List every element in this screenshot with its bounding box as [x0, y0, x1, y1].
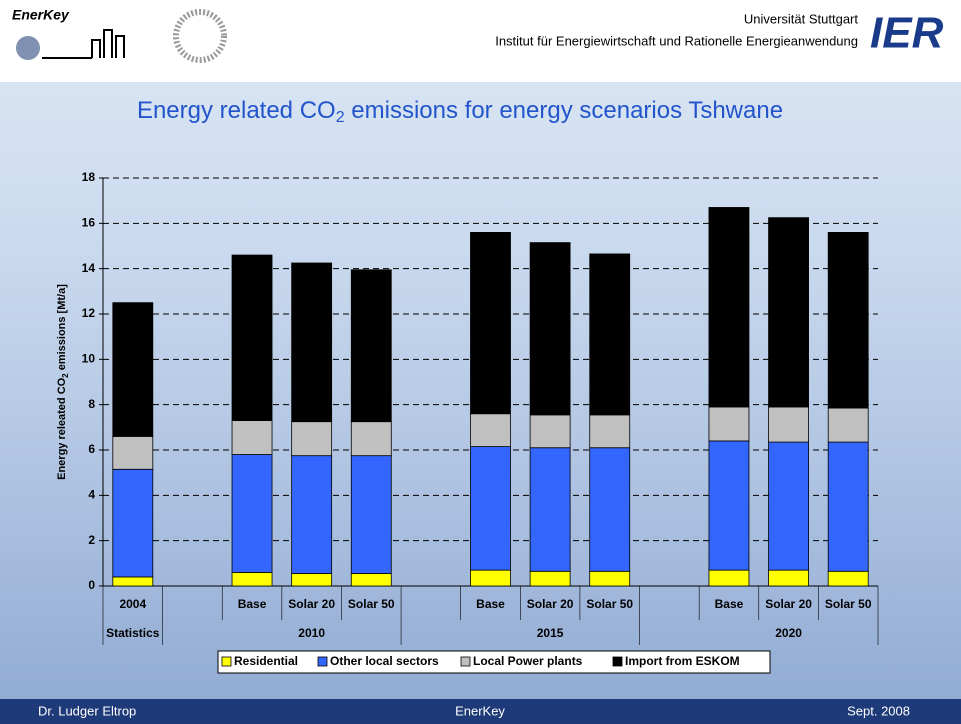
- y-label-part: emissions [Mt/a]: [56, 284, 68, 374]
- chart-title: Energy related CO2 emissions for energy …: [137, 97, 783, 126]
- x-tick-label: 2004: [119, 597, 146, 611]
- bar-segment: [291, 421, 333, 457]
- x-tick-label: Base: [476, 597, 505, 611]
- bar-segment: [470, 231, 511, 415]
- bar-segment: [112, 468, 154, 578]
- bar-segment: [529, 447, 571, 572]
- bar-segment: [827, 570, 869, 587]
- bar-segment: [589, 570, 631, 587]
- bar-segment: [350, 421, 392, 457]
- y-axis-label: Energy releated CO2 emissions [Mt/a]: [56, 284, 70, 480]
- y-label-part: Energy releated CO: [56, 377, 68, 480]
- bar-segment: [470, 446, 511, 571]
- ier-logo: IER: [870, 9, 944, 58]
- bar-segment: [350, 269, 392, 423]
- x-tick-label: Solar 20: [288, 597, 335, 611]
- bar-segment: [350, 455, 392, 574]
- bar-segment: [768, 441, 809, 571]
- bar-segment: [708, 440, 750, 571]
- bar-segment: [231, 572, 273, 587]
- title-part: emissions for energy scenarios Tshwane: [345, 97, 783, 124]
- bar-segment: [827, 441, 869, 572]
- y-tick-label: 4: [88, 488, 95, 502]
- y-label-part: 2: [61, 373, 70, 378]
- bar-segment: [112, 435, 154, 470]
- group-label: 2020: [775, 626, 802, 640]
- header-band: [0, 0, 961, 82]
- footer-band: [0, 699, 961, 724]
- logo-text: EnerKey: [12, 7, 70, 23]
- x-tick-label: Solar 20: [527, 597, 574, 611]
- bar-segment: [768, 569, 809, 587]
- y-tick-label: 2: [88, 533, 95, 547]
- x-tick-label: Base: [238, 597, 267, 611]
- title-part: Energy related CO: [137, 97, 336, 124]
- footer-left: Dr. Ludger Eltrop: [38, 703, 136, 718]
- y-tick-label: 14: [82, 261, 96, 275]
- bar-segment: [708, 207, 750, 408]
- legend-label: Local Power plants: [473, 654, 583, 668]
- group-label: 2010: [298, 626, 325, 640]
- bar-segment: [529, 570, 571, 587]
- title-part: 2: [336, 109, 345, 126]
- bar-segment: [529, 242, 571, 416]
- bar-segment: [589, 447, 631, 572]
- legend-label: Residential: [234, 654, 298, 668]
- bar-segment: [291, 262, 333, 423]
- y-tick-label: 16: [82, 216, 96, 230]
- y-tick-label: 18: [82, 170, 96, 184]
- bar-segment: [231, 254, 273, 421]
- bar-segment: [768, 406, 809, 443]
- legend-swatch: [612, 656, 623, 667]
- legend-swatch: [221, 656, 232, 667]
- bar-segment: [768, 217, 809, 408]
- bar-segment: [231, 454, 273, 573]
- legend-label: Import from ESKOM: [625, 654, 740, 668]
- footer-right: Sept. 2008: [847, 703, 910, 718]
- bar-segment: [291, 455, 333, 574]
- bar-segment: [470, 569, 511, 587]
- y-tick-label: 0: [88, 578, 95, 592]
- bar-segment: [112, 576, 154, 587]
- bar-segment: [589, 253, 631, 416]
- bar-segment: [350, 573, 392, 587]
- y-tick-label: 10: [82, 352, 96, 366]
- legend-swatch: [317, 656, 328, 667]
- legend-swatch: [460, 656, 471, 667]
- x-tick-label: Solar 50: [348, 597, 395, 611]
- x-tick-label: Solar 50: [825, 597, 872, 611]
- y-tick-label: 12: [82, 306, 96, 320]
- bar-segment: [827, 407, 869, 443]
- y-tick-label: 6: [88, 442, 95, 456]
- bar-segment: [529, 414, 571, 449]
- bar-segment: [827, 231, 869, 409]
- bar-segment: [589, 414, 631, 449]
- bar-segment: [470, 413, 511, 448]
- bar-segment: [112, 302, 154, 437]
- x-tick-label: Solar 50: [586, 597, 633, 611]
- footer-center: EnerKey: [455, 703, 505, 718]
- bar-segment: [231, 420, 273, 455]
- group-label: 2015: [537, 626, 564, 640]
- university: Universität Stuttgart: [744, 11, 859, 26]
- x-tick-label: Solar 20: [765, 597, 812, 611]
- group-label: Statistics: [106, 626, 160, 640]
- x-tick-label: Base: [715, 597, 744, 611]
- institute: Institut für Energiewirtschaft und Ratio…: [495, 33, 858, 48]
- enerkey-logo: EnerKey: [12, 7, 227, 63]
- y-tick-label: 8: [88, 397, 95, 411]
- legend-label: Other local sectors: [330, 654, 439, 668]
- bar-segment: [291, 573, 333, 587]
- legend-box: [217, 650, 771, 674]
- bar-segment: [708, 569, 750, 587]
- bar-segment: [708, 406, 750, 442]
